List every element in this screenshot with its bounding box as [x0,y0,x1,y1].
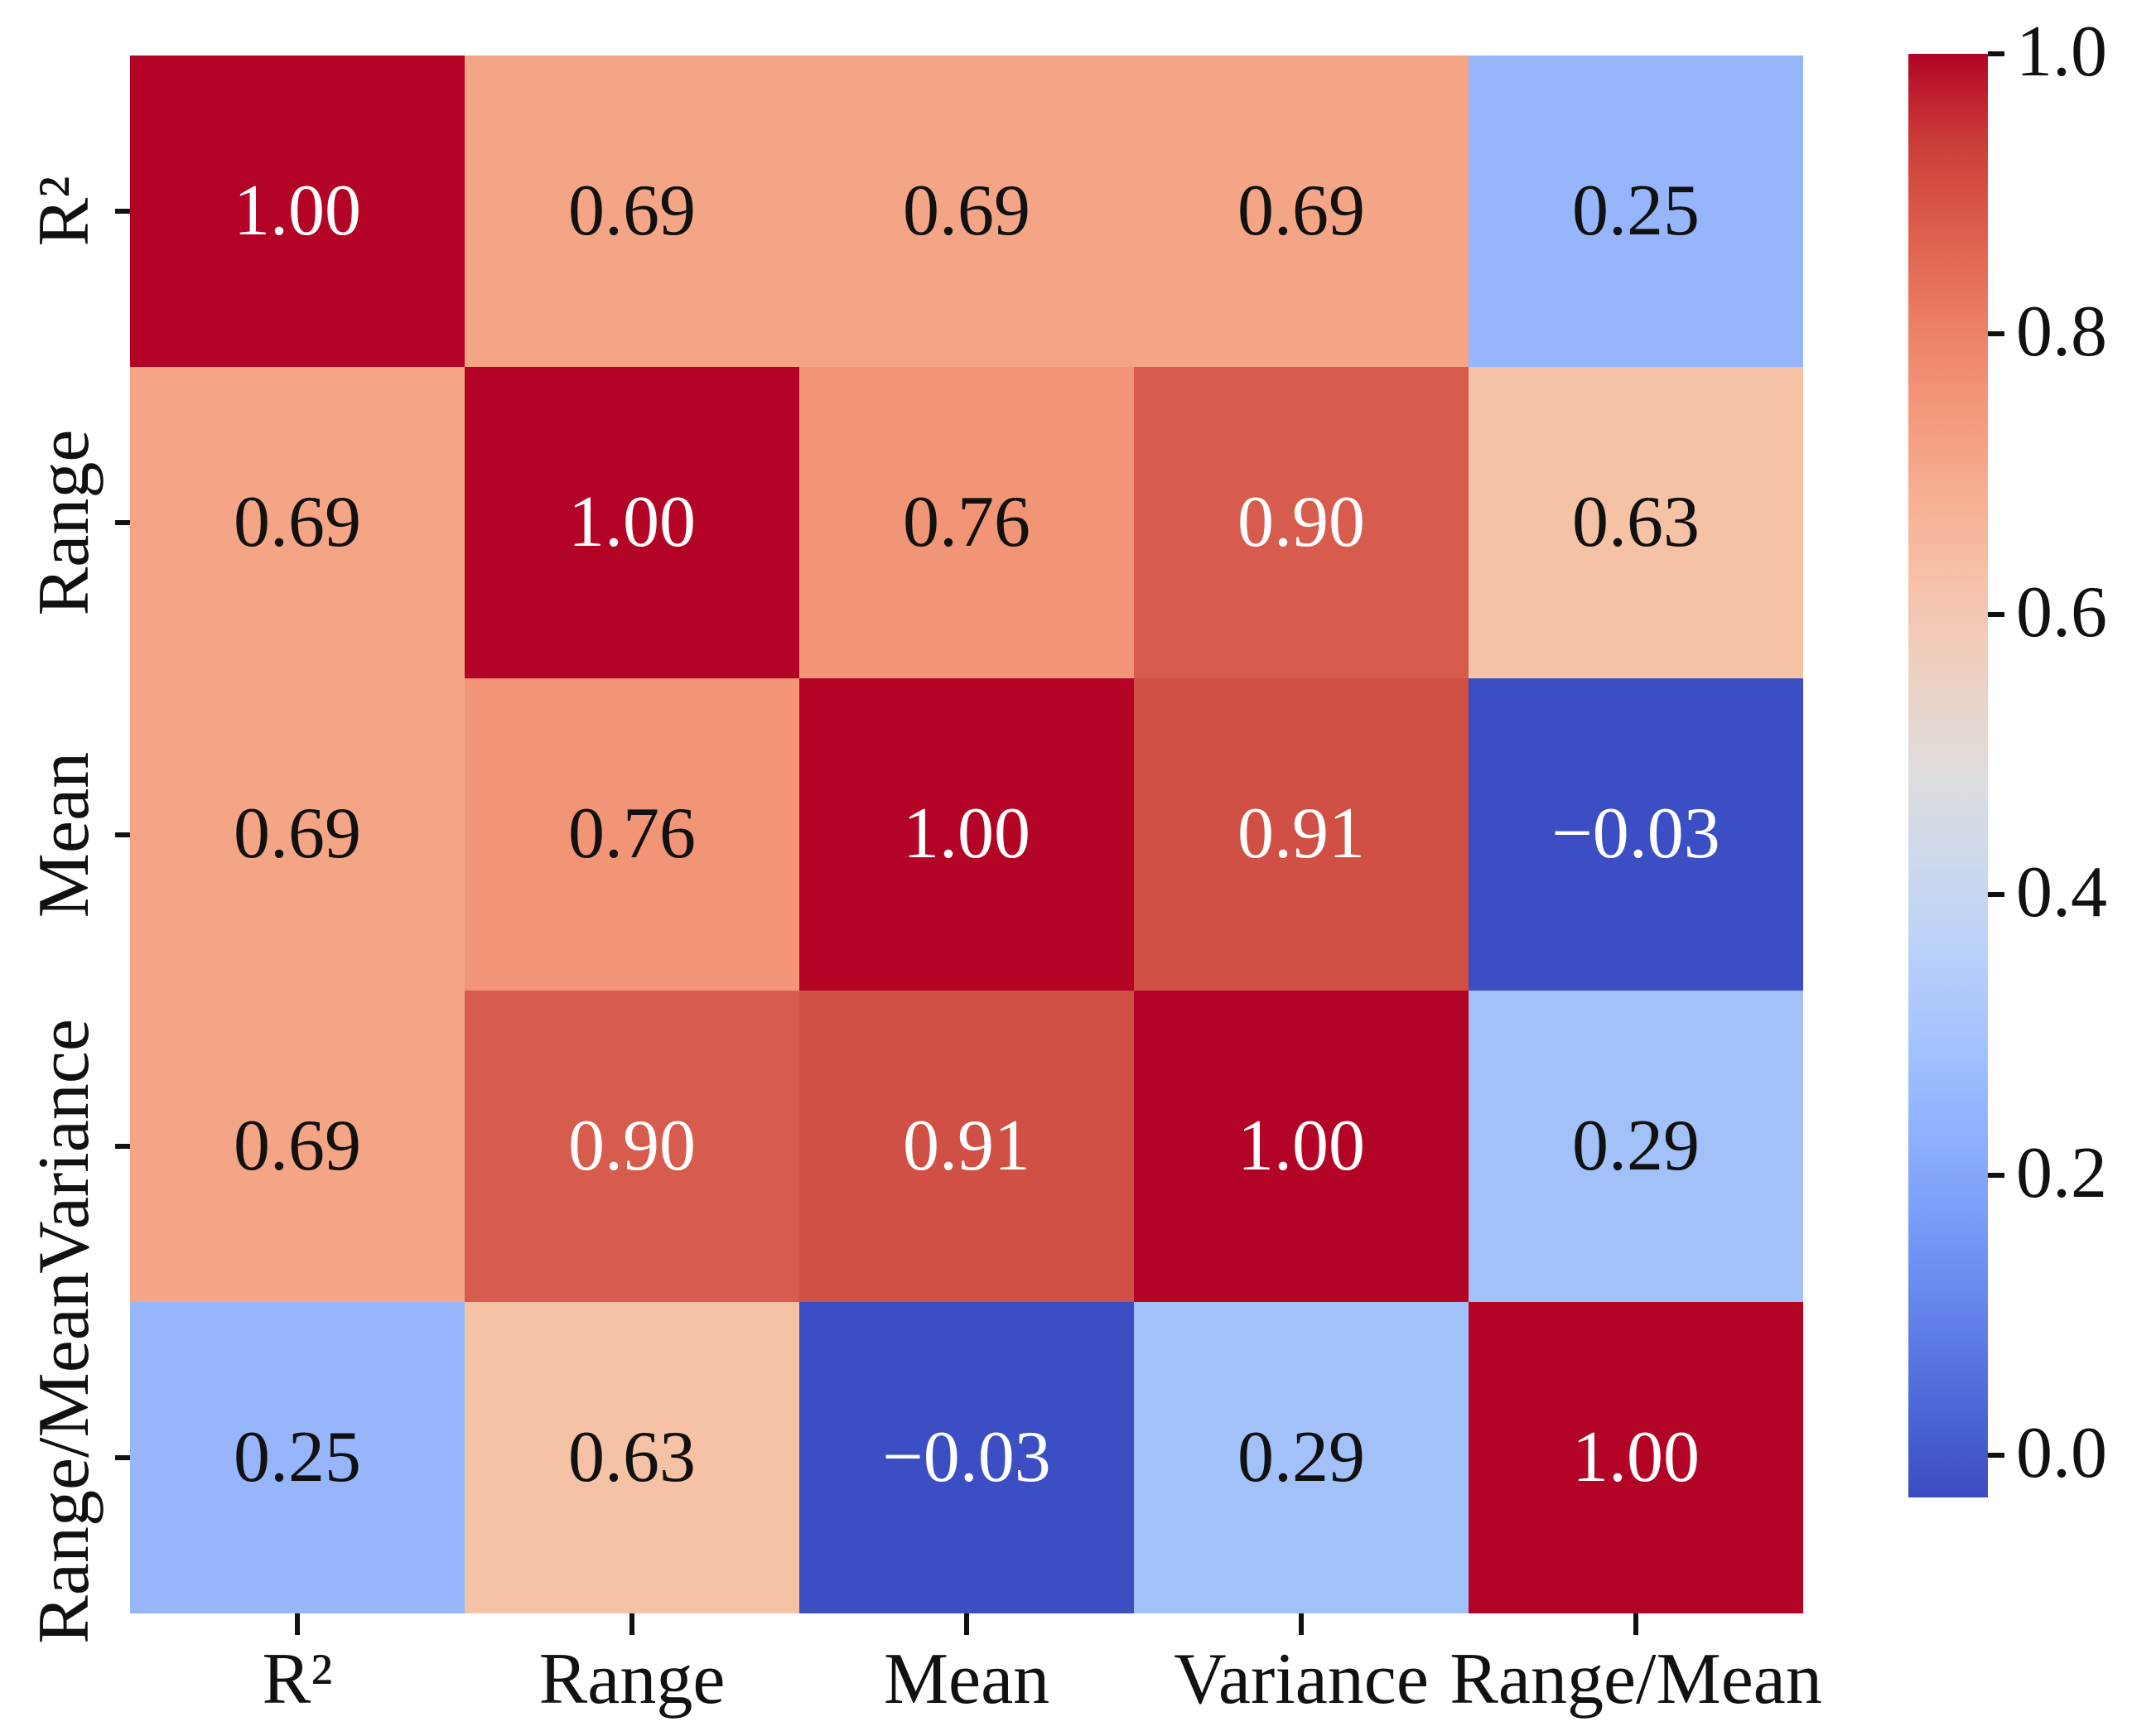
heatmap-cell: −0.03 [1469,678,1803,991]
cell-value: 1.00 [1572,1416,1700,1497]
heatmap-cell: 0.76 [799,367,1134,679]
x-axis-label: Mean [883,1639,1050,1719]
cell-value: 0.69 [1237,171,1365,252]
cell-value: 0.90 [568,1105,696,1186]
heatmap-cell: 1.00 [130,55,465,368]
x-axis-label: R² [262,1639,333,1719]
y-axis-tick [115,1143,130,1149]
colorbar-tick [1988,892,2004,898]
y-axis-tick [115,832,130,837]
cell-value: 0.90 [1237,482,1365,563]
heatmap-cell: 0.91 [799,990,1134,1302]
cell-value: 0.91 [903,1105,1030,1186]
heatmap-cell: 0.29 [1469,990,1803,1302]
heatmap-cell: 0.69 [1134,55,1469,368]
colorbar-tick [1988,1453,2004,1459]
heatmap-cell: 0.69 [799,55,1134,368]
x-axis-label: Variance [1174,1639,1429,1719]
cell-value: 0.76 [903,482,1030,563]
heatmap-cell: 0.91 [1134,678,1469,991]
colorbar-tick-label: 0.8 [2016,292,2107,373]
cell-value: 0.91 [1237,793,1365,875]
heatmap-cell: 0.25 [1469,55,1803,368]
cell-value: 0.63 [1572,482,1700,563]
cell-value: −0.03 [1551,793,1720,875]
heatmap-cell: 0.90 [465,990,799,1302]
x-axis-tick [1299,1613,1304,1635]
cell-value: 0.63 [568,1416,696,1497]
y-axis-tick [115,1454,130,1460]
x-axis-tick [629,1613,634,1635]
cell-value: −0.03 [882,1416,1051,1497]
heatmap-grid: 1.00 0.69 0.69 0.69 0.25 0.69 1.00 0.76 0.90 0.63… [130,55,1803,1613]
heatmap-cell: 0.29 [1134,1301,1469,1613]
colorbar-tick [1988,1172,2004,1178]
colorbar-tick [1988,51,2004,56]
cell-value: 0.69 [568,171,696,252]
y-axis-label: Range/Mean [24,1271,104,1644]
cell-value: 1.00 [903,793,1030,875]
heatmap-cell: 0.25 [130,1301,465,1613]
y-axis-label: Range [24,429,104,616]
colorbar-tick [1988,331,2004,337]
colorbar-tick-label: 0.0 [2016,1413,2107,1494]
colorbar-tick-label: 1.0 [2016,12,2107,93]
x-axis-tick [295,1613,300,1635]
cell-value: 0.69 [234,482,361,563]
heatmap-cell: 1.00 [1469,1301,1803,1613]
heatmap-cell: 0.69 [465,55,799,368]
colorbar-tick-label: 0.4 [2016,852,2107,933]
y-axis-label: R² [24,176,104,247]
cell-value: 1.00 [234,171,361,252]
y-axis-tick [115,520,130,526]
heatmap-cell: −0.03 [799,1301,1134,1613]
x-axis-tick [964,1613,969,1635]
y-axis-label: Variance [24,1018,104,1274]
heatmap-cell: 0.76 [465,678,799,991]
cell-value: 1.00 [1237,1105,1365,1186]
cell-value: 0.76 [568,793,696,875]
heatmap-cell: 1.00 [799,678,1134,991]
cell-value: 0.69 [903,171,1030,252]
cell-value: 0.29 [1572,1105,1700,1186]
colorbar-tick-label: 0.6 [2016,572,2107,653]
cell-value: 1.00 [568,482,696,563]
colorbar-tick [1988,611,2004,617]
y-axis-tick [115,209,130,215]
cell-value: 0.69 [234,793,361,875]
heatmap-cell: 0.63 [1469,367,1803,679]
cell-value: 0.25 [1572,171,1700,252]
heatmap-cell: 0.69 [130,367,465,679]
y-axis-label: Mean [24,751,104,918]
colorbar-tick-label: 0.2 [2016,1133,2107,1214]
heatmap-cell: 0.69 [130,678,465,991]
heatmap-cell: 0.69 [130,990,465,1302]
heatmap-cell: 0.63 [465,1301,799,1613]
cell-value: 0.25 [234,1416,361,1497]
colorbar [1908,54,1988,1497]
heatmap-cell: 1.00 [1134,990,1469,1302]
heatmap-cell: 0.90 [1134,367,1469,679]
cell-value: 0.69 [234,1105,361,1186]
cell-value: 0.29 [1237,1416,1365,1497]
heatmap-cell: 1.00 [465,367,799,679]
x-axis-tick [1633,1613,1638,1635]
x-axis-label: Range [538,1639,726,1719]
x-axis-label: Range/Mean [1449,1639,1822,1719]
